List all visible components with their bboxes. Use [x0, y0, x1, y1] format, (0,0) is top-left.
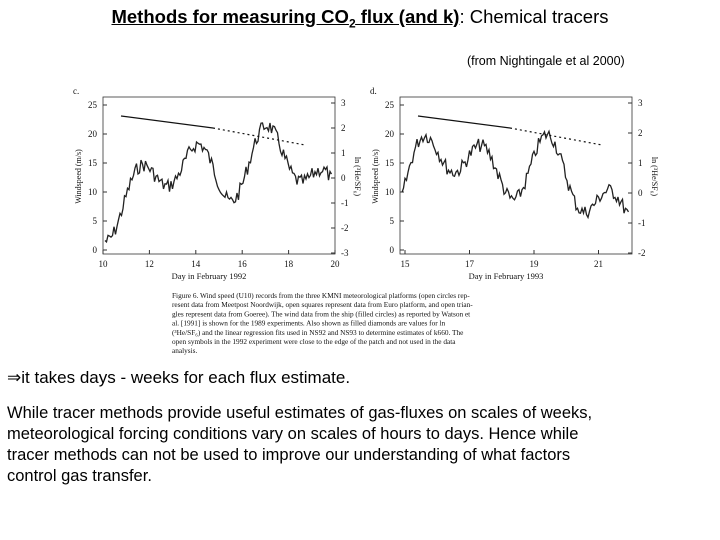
x-axis-label: Day in February 1992 — [172, 271, 247, 281]
y-tick-label: 5 — [93, 216, 98, 226]
panel-label: c. — [73, 86, 79, 96]
title-part: Methods for measuring CO — [111, 6, 349, 27]
caption-line: resent data from Meetpost Noordwijk, ope… — [172, 300, 473, 309]
plot-frame — [102, 96, 336, 255]
y-tick-label: 15 — [385, 158, 395, 168]
panel-label: d. — [370, 86, 377, 96]
x-tick-label: 12 — [145, 259, 154, 269]
y-axis-label: Windspeed (m/s) — [74, 149, 83, 204]
y-tick-label: 10 — [385, 187, 395, 197]
y2-tick-label: -1 — [638, 218, 646, 228]
wind-trace — [401, 129, 630, 220]
source-note: (from Nightingale et al 2000) — [467, 54, 625, 68]
title-subscript: 2 — [348, 16, 356, 31]
x-tick-label: 20 — [331, 259, 341, 269]
paragraph-line: tracer methods can not be used to improv… — [7, 446, 571, 464]
y-tick-label: 20 — [88, 129, 98, 139]
title-part: : Chemical tracers — [459, 6, 609, 27]
paragraph: While tracer methods provide useful esti… — [7, 403, 592, 487]
y-tick-label: 25 — [88, 100, 98, 110]
caption-line: gles represent data from Goeree). The wi… — [172, 309, 470, 318]
x-axis-label: Day in February 1993 — [469, 271, 544, 281]
y2-tick-label: 3 — [638, 98, 643, 108]
plot-frame — [399, 96, 633, 255]
caption-line: (³He/SF₆) and the linear regression fits… — [172, 328, 463, 337]
y2-tick-label: 2 — [341, 123, 346, 133]
wind-trace — [104, 122, 333, 244]
paragraph-line: meteorological forcing conditions vary o… — [7, 425, 579, 443]
y-tick-label: 10 — [88, 187, 98, 197]
regression-line — [417, 115, 511, 129]
caption-line: open symbols in the 1992 experiment were… — [172, 337, 456, 346]
x-tick-label: 16 — [238, 259, 248, 269]
y2-tick-label: 0 — [341, 173, 346, 183]
caption-line: al. [1991] is shown for the 1989 experim… — [172, 319, 446, 328]
y2-tick-label: -1 — [341, 198, 349, 208]
x-tick-label: 10 — [99, 259, 109, 269]
y-tick-label: 15 — [88, 158, 98, 168]
regression-line — [120, 115, 214, 129]
paragraph-line: control gas transfer. — [7, 467, 152, 485]
y2-tick-label: 3 — [341, 98, 346, 108]
y-tick-label: 25 — [385, 100, 395, 110]
y2-axis-label: ln (³He/SF₆) — [650, 157, 659, 197]
y2-axis-label: ln (³He/SF₆) — [353, 157, 362, 197]
slide-title: Methods for measuring CO2 flux (and k): … — [0, 6, 720, 31]
y2-tick-label: 1 — [341, 148, 346, 158]
regression-dotted — [212, 127, 306, 146]
x-tick-label: 21 — [594, 259, 603, 269]
y-tick-label: 20 — [385, 129, 395, 139]
x-tick-label: 17 — [465, 259, 475, 269]
y2-tick-label: -2 — [638, 248, 646, 258]
x-tick-label: 19 — [530, 259, 540, 269]
y2-tick-label: 2 — [638, 128, 643, 138]
caption-line: Figure 6. Wind speed (U10) records from … — [172, 291, 470, 300]
y2-tick-label: -2 — [341, 223, 349, 233]
y2-tick-label: -3 — [341, 248, 349, 258]
y-axis-label: Windspeed (m/s) — [371, 149, 380, 204]
paragraph-line: While tracer methods provide useful esti… — [7, 404, 593, 422]
y2-tick-label: 0 — [638, 188, 643, 198]
y2-tick-label: 1 — [638, 158, 643, 168]
x-tick-label: 15 — [401, 259, 411, 269]
title-part: flux (and k) — [355, 6, 460, 27]
caption-line: analysis. — [172, 346, 198, 355]
x-tick-label: 14 — [191, 259, 201, 269]
y-tick-label: 0 — [390, 245, 395, 255]
y-tick-label: 0 — [93, 245, 98, 255]
x-tick-label: 18 — [284, 259, 294, 269]
regression-dotted — [509, 127, 603, 146]
y-tick-label: 5 — [390, 216, 395, 226]
bullet: ⇒it takes days - weeks for each flux est… — [7, 368, 351, 387]
